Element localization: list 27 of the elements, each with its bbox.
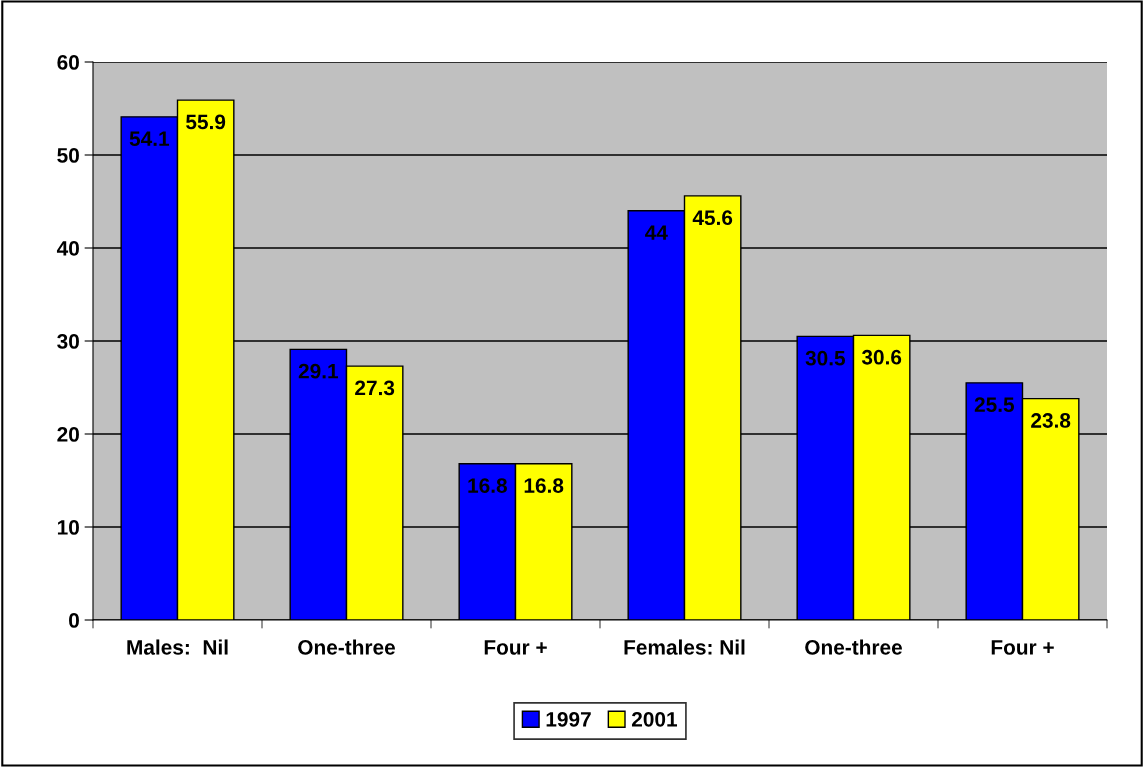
y-tick-label: 60 bbox=[57, 55, 79, 70]
y-tick-label: 50 bbox=[57, 148, 79, 163]
data-label: 44 bbox=[645, 225, 668, 240]
x-tick-label: Males: Nil bbox=[127, 639, 228, 655]
x-tick-label: Four + bbox=[991, 640, 1054, 655]
data-label: 23.8 bbox=[1031, 413, 1071, 428]
legend-label: 1997 bbox=[546, 711, 591, 727]
data-label: 30.5 bbox=[805, 350, 846, 366]
data-label: 16.8 bbox=[524, 478, 564, 493]
data-label: 30.6 bbox=[861, 349, 902, 365]
data-label: 54.1 bbox=[129, 131, 170, 147]
data-label: 25.5 bbox=[974, 397, 1015, 413]
y-tick-label: 0 bbox=[69, 613, 79, 628]
y-tick-label: 20 bbox=[57, 427, 79, 442]
x-tick-label: One-three bbox=[805, 639, 902, 655]
data-label: 55.9 bbox=[186, 114, 226, 130]
legend-label: 2001 bbox=[631, 711, 678, 727]
data-label: 16.8 bbox=[468, 478, 507, 493]
data-label: 29.1 bbox=[298, 363, 339, 379]
x-tick-label: One-three bbox=[298, 639, 395, 655]
y-tick-label: 10 bbox=[57, 520, 79, 535]
y-tick-label: 40 bbox=[56, 241, 79, 256]
y-tick-label: 30 bbox=[57, 334, 79, 349]
x-tick-label: Females: Nil bbox=[624, 639, 745, 655]
data-label: 45.6 bbox=[692, 210, 733, 226]
data-label: 27.3 bbox=[355, 380, 395, 396]
x-tick-label: Four + bbox=[484, 640, 547, 655]
